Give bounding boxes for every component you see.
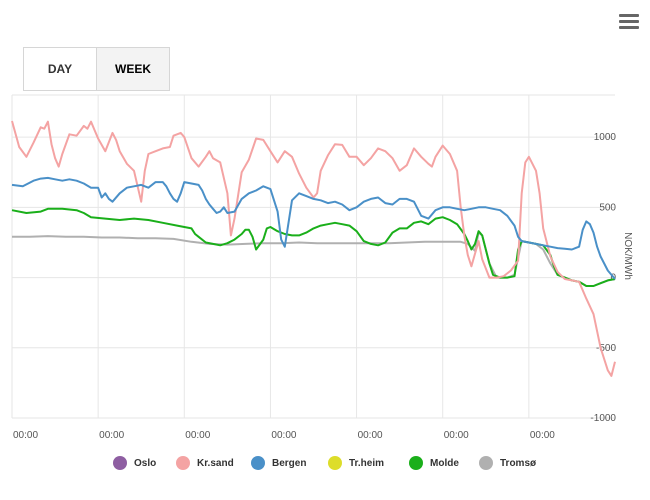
y-tick-label: 500 bbox=[599, 202, 616, 213]
y-tick-label: -500 bbox=[596, 343, 616, 354]
x-tick-label: 00:00 bbox=[271, 430, 296, 441]
legend-marker bbox=[479, 456, 493, 470]
x-tick-label: 00:00 bbox=[185, 430, 210, 441]
legend-item[interactable]: Tromsø bbox=[479, 452, 536, 474]
chart-legend: Oslo Kr.sand Bergen Tr.heim Molde Tromsø bbox=[0, 452, 650, 474]
range-tabs: DAY WEEK bbox=[23, 47, 170, 91]
legend-marker bbox=[251, 456, 265, 470]
y-tick-label: 1000 bbox=[594, 132, 617, 143]
legend-item[interactable]: Molde bbox=[409, 452, 459, 474]
x-tick-label: 00:00 bbox=[530, 430, 555, 441]
legend-marker bbox=[328, 456, 342, 470]
hamburger-menu-icon[interactable] bbox=[619, 14, 639, 32]
legend-item[interactable]: Tr.heim bbox=[328, 452, 384, 474]
legend-label: Oslo bbox=[134, 457, 157, 469]
x-tick-label: 00:00 bbox=[13, 430, 38, 441]
series-line-kr-sand bbox=[11, 120, 616, 377]
legend-item[interactable]: Oslo bbox=[113, 452, 156, 474]
series-line-molde bbox=[11, 207, 616, 287]
x-tick-label: 00:00 bbox=[358, 430, 383, 441]
legend-label: Tromsø bbox=[500, 457, 537, 469]
legend-label: Kr.sand bbox=[197, 457, 234, 469]
tab-week[interactable]: WEEK bbox=[96, 47, 170, 91]
legend-label: Bergen bbox=[272, 457, 307, 469]
y-axis-label: NOK/MWh bbox=[622, 232, 633, 280]
tab-day[interactable]: DAY bbox=[23, 47, 97, 91]
series-line-bergen bbox=[11, 176, 616, 280]
x-tick-label: 00:00 bbox=[99, 430, 124, 441]
legend-label: Molde bbox=[430, 457, 459, 469]
legend-marker bbox=[409, 456, 423, 470]
x-tick-label: 00:00 bbox=[444, 430, 469, 441]
legend-marker bbox=[113, 456, 127, 470]
legend-item[interactable]: Bergen bbox=[251, 452, 306, 474]
legend-item[interactable]: Kr.sand bbox=[176, 452, 234, 474]
legend-marker bbox=[176, 456, 190, 470]
legend-label: Tr.heim bbox=[349, 457, 385, 469]
y-tick-label: -1000 bbox=[590, 413, 616, 424]
